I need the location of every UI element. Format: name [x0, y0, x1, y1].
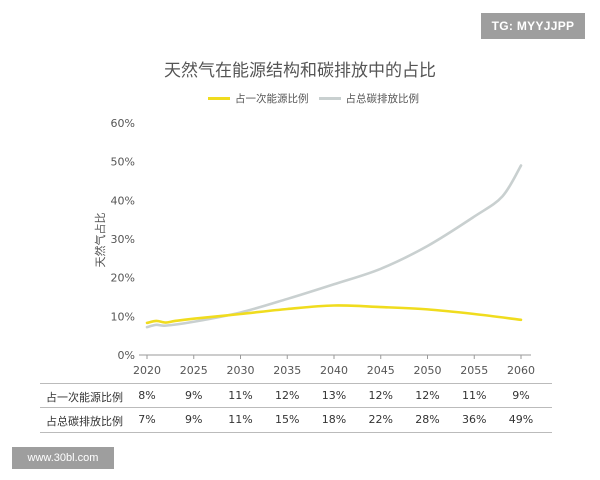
y-tick-label: 0%	[118, 349, 135, 362]
table-cell: 15%	[275, 413, 300, 426]
legend-swatch-carbon-emission	[318, 96, 341, 100]
x-tick-label: 2050	[414, 364, 442, 377]
table-cell: 18%	[321, 413, 347, 426]
table-row-carbon-emission: 占总碳排放比例 7% 9% 11% 15% 18% 22% 28% 36% 49%	[40, 409, 552, 431]
table-cell: 11%	[228, 413, 253, 426]
table-cell: 36%	[462, 413, 487, 426]
x-tick-label: 2060	[507, 364, 535, 377]
table-top-rule	[40, 383, 552, 384]
y-tick-label: 10%	[111, 310, 135, 323]
table-cell: 13%	[321, 389, 347, 402]
table-cell: 9%	[185, 389, 203, 402]
table-cell: 9%	[185, 413, 203, 426]
table-cell: 49%	[508, 413, 534, 426]
table-cell: 9%	[512, 389, 530, 402]
table-cell: 8%	[138, 389, 156, 402]
table-cell: 12%	[368, 389, 393, 402]
table-cell: 7%	[138, 413, 156, 426]
table-cell: 28%	[415, 413, 440, 426]
x-tick-label: 2030	[227, 364, 255, 377]
table-row-label: 占总碳排放比例	[46, 415, 123, 428]
x-tick-label: 2040	[320, 364, 348, 377]
legend-item-carbon-emission: 占总碳排放比例	[318, 91, 420, 106]
y-tick-label: 40%	[111, 194, 135, 207]
x-tick-label: 2025	[180, 364, 208, 377]
legend-swatch-primary-energy	[208, 96, 230, 100]
table-row-label: 占一次能源比例	[46, 391, 123, 404]
y-tick-label: 60%	[111, 117, 135, 130]
x-tick-label: 2045	[367, 364, 395, 377]
table-cell: 12%	[275, 389, 300, 402]
x-tick-label: 2055	[460, 364, 488, 377]
y-axis-label: 天然气占比	[93, 213, 107, 268]
y-tick-label: 20%	[111, 272, 135, 285]
x-tick-label: 2020	[133, 364, 161, 377]
y-tick-label: 50%	[111, 156, 135, 169]
legend-item-primary-energy: 占一次能源比例	[208, 91, 309, 106]
table-cell: 12%	[415, 389, 440, 402]
table-bottom-rule	[40, 432, 552, 433]
table-row-primary-energy: 占一次能源比例 8% 9% 11% 12% 13% 12% 12% 11% 9%	[40, 385, 552, 407]
chart-title: 天然气在能源结构和碳排放中的占比	[164, 61, 436, 81]
site-watermark: www.30bl.com	[12, 447, 114, 469]
y-tick-label: 30%	[111, 233, 135, 246]
tg-badge: TG: MYYJJPP	[481, 13, 585, 39]
series-line-primary-energy	[145, 304, 523, 325]
table-cell: 11%	[228, 389, 253, 402]
chart-legend: 占一次能源比例 占总碳排放比例	[208, 90, 429, 106]
legend-label-primary-energy: 占一次能源比例	[235, 92, 309, 105]
x-tick-label: 2035	[273, 364, 301, 377]
table-cell: 22%	[368, 413, 393, 426]
legend-label-carbon-emission: 占总碳排放比例	[345, 92, 420, 105]
series-line-carbon-emission	[145, 164, 523, 329]
table-cell: 11%	[462, 389, 487, 402]
table-middle-rule	[40, 407, 552, 408]
